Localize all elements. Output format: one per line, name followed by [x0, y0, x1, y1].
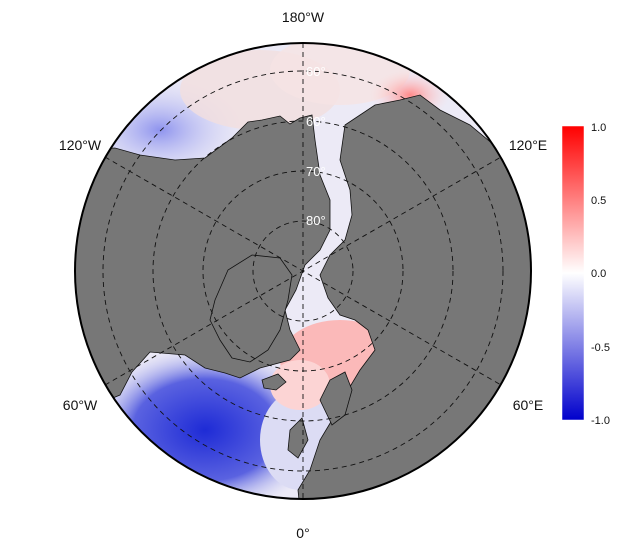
colorbar-tick-label: 1.0 — [591, 122, 606, 134]
lon-label-60w: 60°W — [63, 397, 98, 413]
colorbar-tick-label: -0.5 — [591, 342, 610, 354]
graticule — [102, 43, 504, 499]
lon-label-60e: 60°E — [513, 397, 544, 413]
lon-label-120w: 120°W — [59, 137, 102, 153]
lat-label-60-outer: 60° — [306, 64, 326, 79]
colorbar-tick-label: -1.0 — [591, 415, 610, 427]
colorbar-gradient — [561, 125, 585, 421]
lat-label-70: 70° — [306, 164, 326, 179]
lat-circle-80 — [252, 220, 354, 322]
iceland-land — [261, 373, 287, 391]
lon-label-0: 0° — [296, 525, 309, 541]
lon-label-180w: 180°W — [282, 9, 325, 25]
lat-label-60: 60° — [306, 114, 326, 129]
land-masses — [75, 94, 531, 499]
colorbar: 1.0 0.5 0.0 -0.5 -1.0 — [561, 122, 610, 427]
colorbar-tick-label: 0.0 — [591, 268, 606, 280]
lat-label-80: 80° — [306, 213, 326, 228]
map-border — [74, 42, 532, 500]
meridian-120w-60e — [104, 156, 502, 386]
lat-circle-50 — [102, 70, 504, 472]
colorbar-tick-label: 0.5 — [591, 195, 606, 207]
scandinavia-land — [319, 371, 353, 426]
greenland-land — [209, 254, 293, 363]
lon-label-120e: 120°E — [509, 137, 547, 153]
